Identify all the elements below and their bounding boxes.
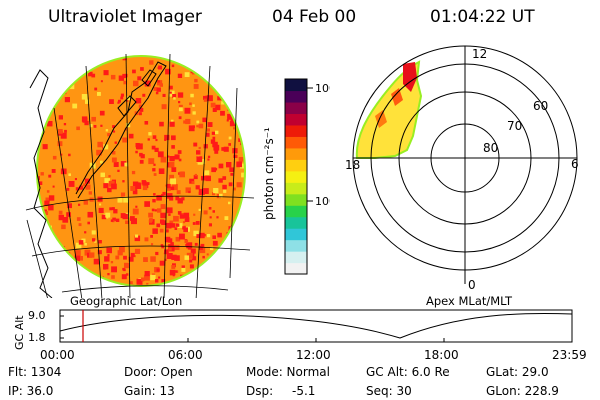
geographic-label: Geographic Lat/Lon xyxy=(70,294,183,308)
mlat-label-80: 80 xyxy=(483,141,498,155)
time-label: 01:04:22 UT xyxy=(430,7,535,27)
colorbar-tick-1000: 1000 xyxy=(315,82,330,95)
geographic-latitude: GLat: 29.0 xyxy=(486,365,549,379)
colorbar-swatch xyxy=(285,205,307,218)
gain-value: Gain: 13 xyxy=(124,384,175,398)
colorbar-swatch xyxy=(285,136,307,149)
polar-grid xyxy=(352,45,578,284)
dsp-label: Dsp: xyxy=(246,384,274,398)
colorbar-swatch xyxy=(285,239,307,252)
mlt-label-6: 6 xyxy=(571,157,579,171)
timeline-ytick-max: 9.0 xyxy=(28,309,46,322)
lat-lon-grid xyxy=(25,53,255,298)
polar-label: Apex MLat/MLT xyxy=(426,294,513,308)
gc-altitude: GC Alt: 6.0 Re xyxy=(366,365,450,379)
colorbar-swatch xyxy=(285,159,307,172)
colorbar-swatch xyxy=(285,262,307,275)
colorbar-swatch xyxy=(285,90,307,103)
mlat-label-70: 70 xyxy=(507,119,522,133)
colorbar-swatch xyxy=(285,251,307,264)
ip-value: IP: 36.0 xyxy=(8,384,54,398)
mlat-label-60: 60 xyxy=(533,99,548,113)
sequence-number: Seq: 30 xyxy=(366,384,412,398)
mode-value: Mode: Normal xyxy=(246,365,330,379)
timeline-xtick-1800: 18:00 xyxy=(424,348,459,362)
geographic-image xyxy=(25,53,255,298)
colorbar-swatch xyxy=(285,113,307,126)
colorbar-swatch xyxy=(285,182,307,195)
flight-number: Flt: 1304 xyxy=(8,365,62,379)
geographic-longitude: GLon: 228.9 xyxy=(486,384,559,398)
timeline-axis-title: GC Alt xyxy=(13,315,26,350)
altitude-curve xyxy=(59,312,573,339)
color-bar: 1000 100 photon cm⁻²s⁻¹ xyxy=(262,78,330,275)
mlt-label-12: 12 xyxy=(472,47,487,61)
timeline-xtick-0600: 06:00 xyxy=(168,348,203,362)
timeline-xtick-0000: 00:00 xyxy=(40,348,75,362)
instrument-title: Ultraviolet Imager xyxy=(48,7,202,27)
colorbar-swatch xyxy=(285,79,307,92)
colorbar-swatch xyxy=(285,170,307,183)
timeline-xtick-1200: 12:00 xyxy=(296,348,331,362)
orbit-timeline: GC Alt 9.0 1.8 00:00 06:00 12:00 18:00 2… xyxy=(13,309,587,362)
mlt-label-18: 18 xyxy=(345,158,360,172)
date-label: 04 Feb 00 xyxy=(272,7,357,27)
mlt-label-0: 0 xyxy=(468,278,476,292)
colorbar-swatch xyxy=(285,193,307,206)
colorbar-swatch xyxy=(285,228,307,241)
colorbar-swatch xyxy=(285,147,307,160)
colorbar-tick-100: 100 xyxy=(315,195,330,208)
colorbar-unit-label: photon cm⁻²s⁻¹ xyxy=(262,127,276,220)
timeline-ytick-min: 1.8 xyxy=(28,331,46,344)
door-status: Door: Open xyxy=(124,365,193,379)
colorbar-swatch xyxy=(285,216,307,229)
colorbar-swatch xyxy=(285,124,307,137)
dsp-value: -5.1 xyxy=(292,384,316,398)
polar-plot: 12 18 6 0 60 70 80 xyxy=(345,45,579,292)
timeline-xtick-2359: 23:59 xyxy=(552,348,587,362)
coastline xyxy=(29,61,167,298)
colorbar-swatch xyxy=(285,101,307,115)
